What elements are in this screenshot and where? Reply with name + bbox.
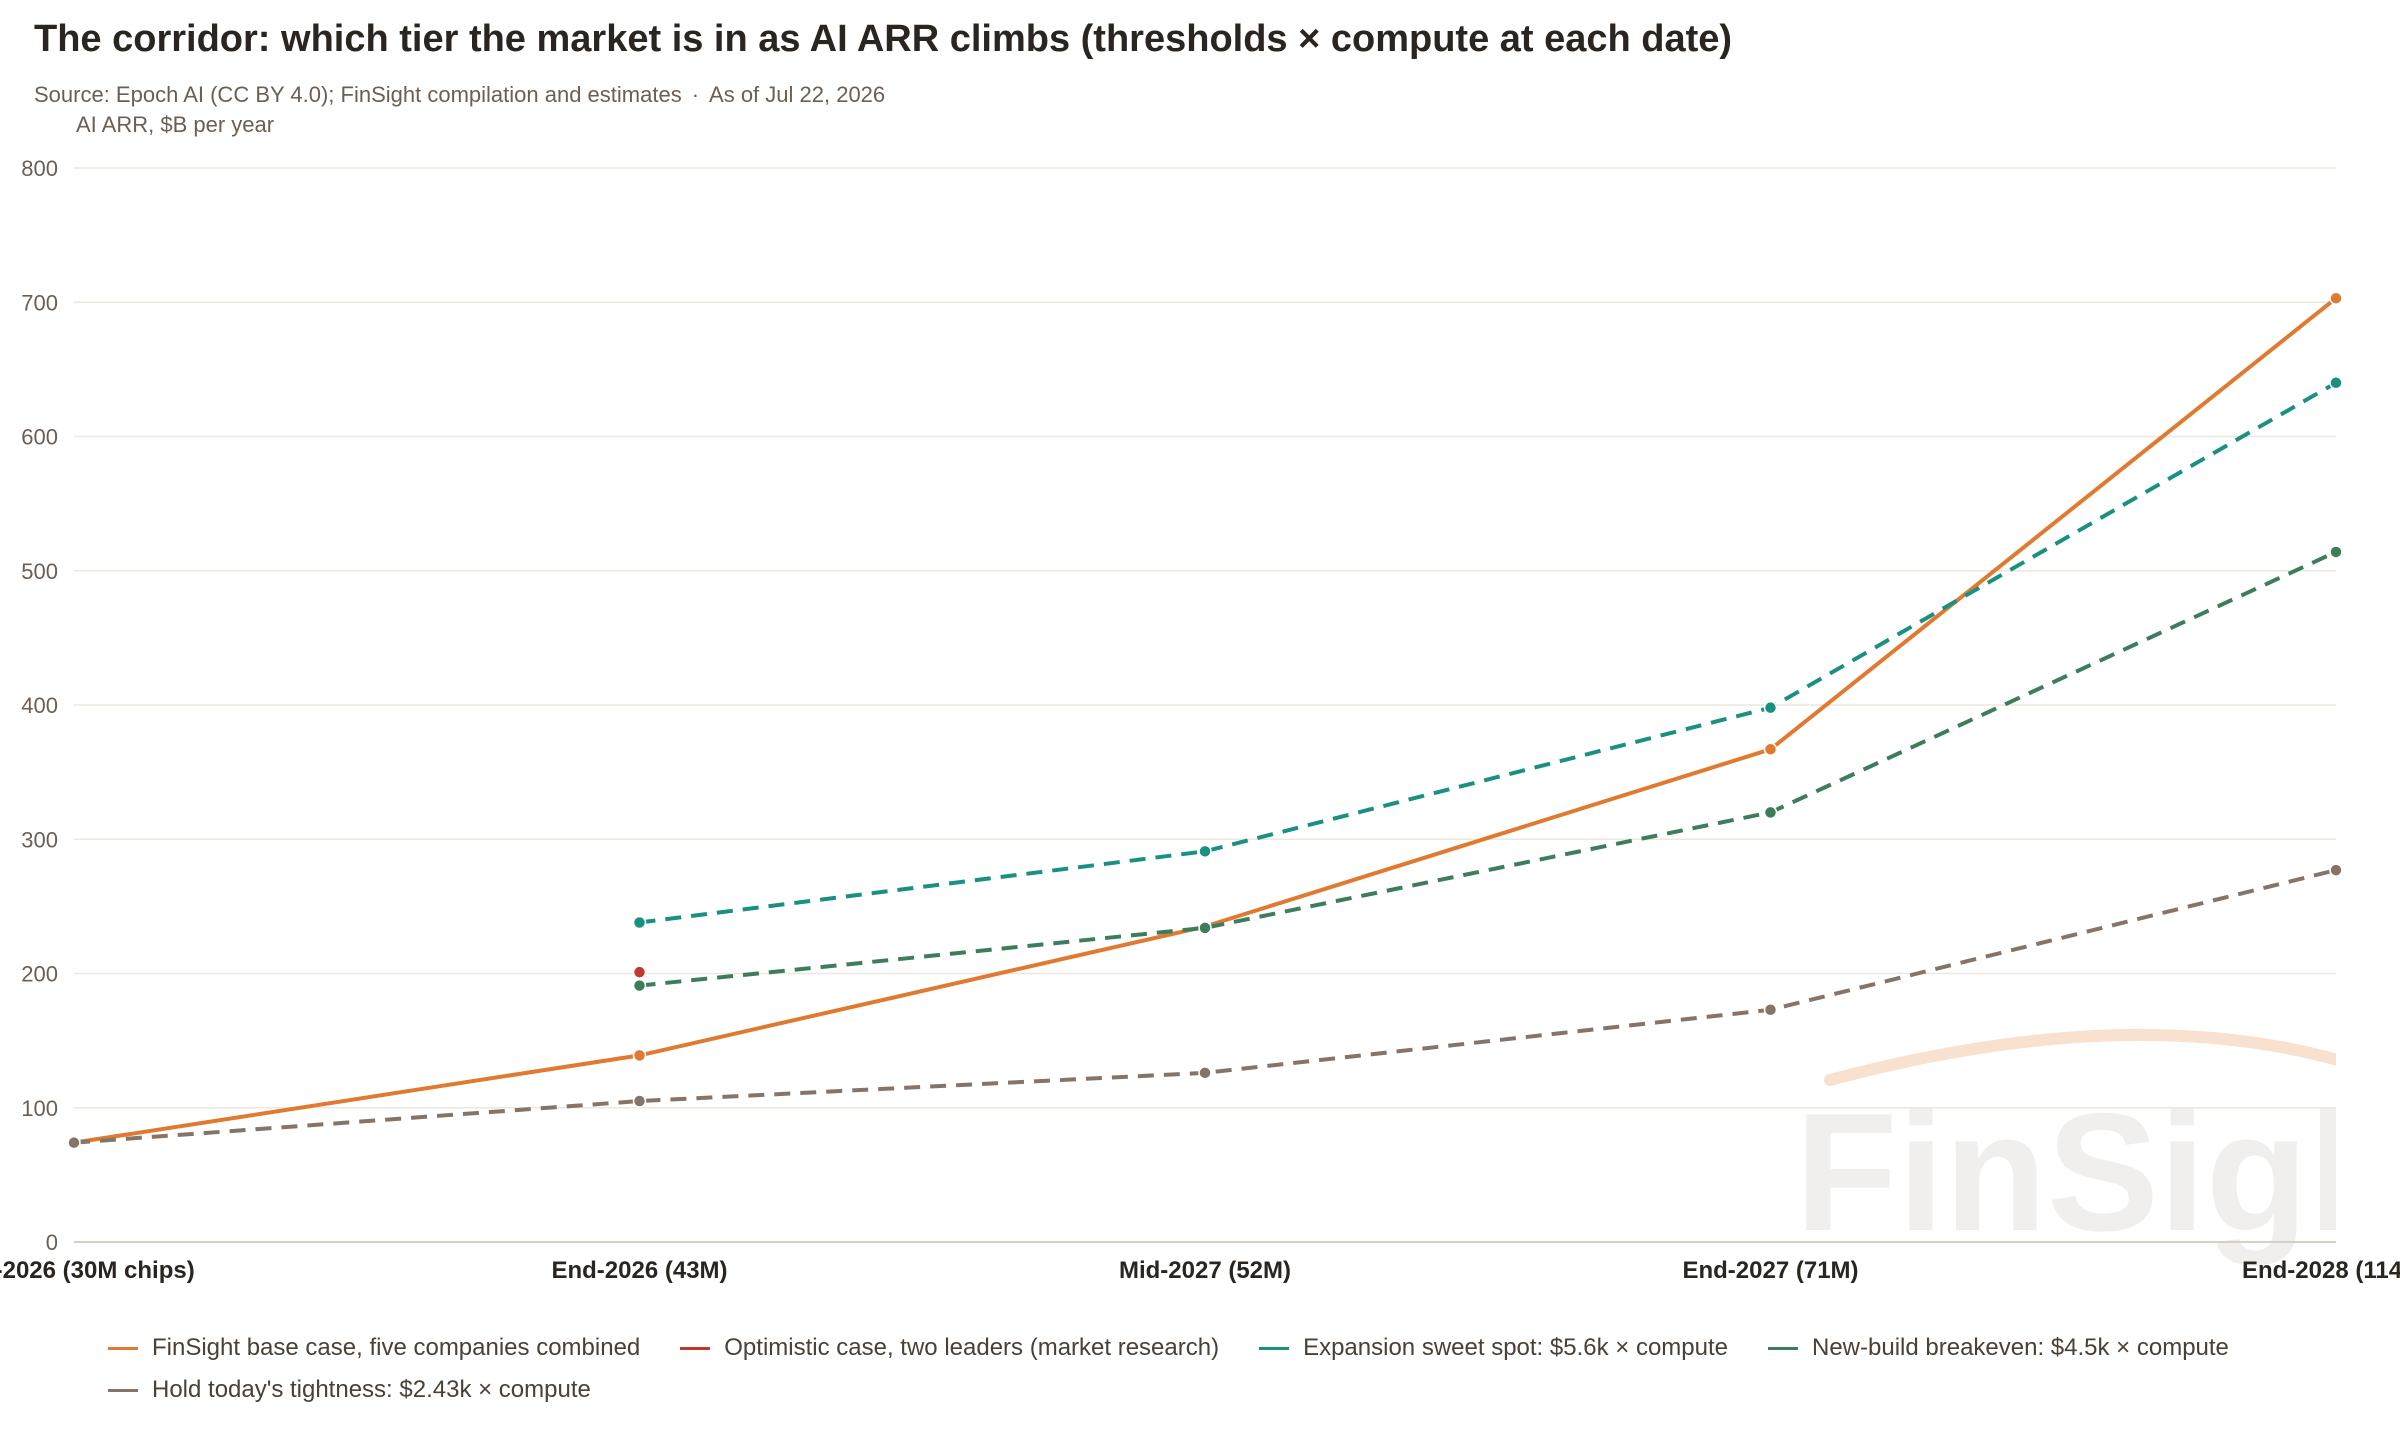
series-point-3: [1763, 805, 1778, 820]
x-tick-label: Mid-2026 (30M chips): [0, 1257, 195, 1284]
legend-label: Expansion sweet spot: $5.6k × compute: [1303, 1334, 1728, 1361]
asof-text: As of Jul 22, 2026: [709, 82, 886, 107]
y-tick-label: 800: [21, 156, 58, 181]
legend-label: FinSight base case, five companies combi…: [152, 1334, 641, 1361]
series-point-2: [2329, 376, 2343, 390]
y-axis-label: AI ARR, $B per year: [76, 112, 275, 137]
watermark-arc: [1824, 1028, 2336, 1086]
y-tick-label: 600: [21, 425, 58, 450]
x-tick-label: End-2028 (114M): [2242, 1257, 2400, 1284]
series-point-0: [2329, 291, 2343, 305]
legend-label: New-build breakeven: $4.5k × compute: [1812, 1334, 2229, 1361]
legend-swatch: [108, 1346, 138, 1350]
series-point-2: [1763, 700, 1778, 715]
chart-title: The corridor: which tier the market is i…: [34, 18, 1733, 60]
subtitle-separator: ·: [691, 82, 700, 107]
source-text: Source: Epoch AI (CC BY 4.0); FinSight c…: [34, 82, 682, 107]
series-point-3: [2329, 545, 2343, 559]
y-tick-label: 0: [46, 1230, 58, 1255]
series-point-4: [1198, 1066, 1212, 1080]
legend-item-3[interactable]: New-build breakeven: $4.5k × compute: [1768, 1332, 2229, 1364]
watermark-text: FinSight: [1795, 1078, 2400, 1266]
series-point-0: [632, 1048, 647, 1063]
series-line-3: [639, 550, 2337, 988]
legend-item-2[interactable]: Expansion sweet spot: $5.6k × compute: [1259, 1332, 1728, 1364]
legend-item-1[interactable]: Optimistic case, two leaders (market res…: [680, 1332, 1219, 1364]
y-tick-label: 700: [21, 290, 58, 315]
series-point-1: [632, 965, 647, 979]
y-tick-label: 200: [21, 962, 58, 987]
legend-swatch: [680, 1346, 711, 1350]
legend-label: Hold today's tightness: $2.43k × compute: [152, 1376, 591, 1403]
series-point-3: [1198, 921, 1212, 935]
y-tick-label: 400: [21, 693, 58, 718]
y-tick-label: 100: [21, 1096, 58, 1121]
series-point-4: [1763, 1002, 1778, 1017]
legend-swatch: [108, 1388, 138, 1392]
series-point-4: [67, 1135, 81, 1150]
legend-label: Optimistic case, two leaders (market res…: [724, 1334, 1220, 1361]
legend-swatch: [1259, 1346, 1290, 1350]
series-point-0: [1763, 742, 1778, 757]
y-tick-label: 300: [21, 827, 58, 852]
series-point-2: [632, 915, 647, 930]
series-point-3: [632, 978, 647, 993]
x-tick-label: Mid-2027 (52M): [1119, 1257, 1291, 1284]
x-tick-label: End-2026 (43M): [551, 1257, 727, 1284]
x-tick-label: End-2027 (71M): [1682, 1257, 1858, 1284]
chart-subtitle: Source: Epoch AI (CC BY 4.0); FinSight c…: [34, 82, 885, 108]
legend: FinSight base case, five companies combi…: [108, 1332, 2358, 1406]
legend-item-0[interactable]: FinSight base case, five companies combi…: [108, 1332, 640, 1364]
y-tick-label: 500: [21, 559, 58, 584]
series-point-2: [1198, 844, 1212, 859]
series-line-2: [639, 381, 2337, 925]
series-point-4: [2329, 863, 2343, 877]
legend-item-4[interactable]: Hold today's tightness: $2.43k × compute: [108, 1374, 591, 1406]
series-line-0: [73, 296, 2338, 1145]
legend-swatch: [1768, 1346, 1798, 1350]
series-point-4: [632, 1094, 647, 1108]
